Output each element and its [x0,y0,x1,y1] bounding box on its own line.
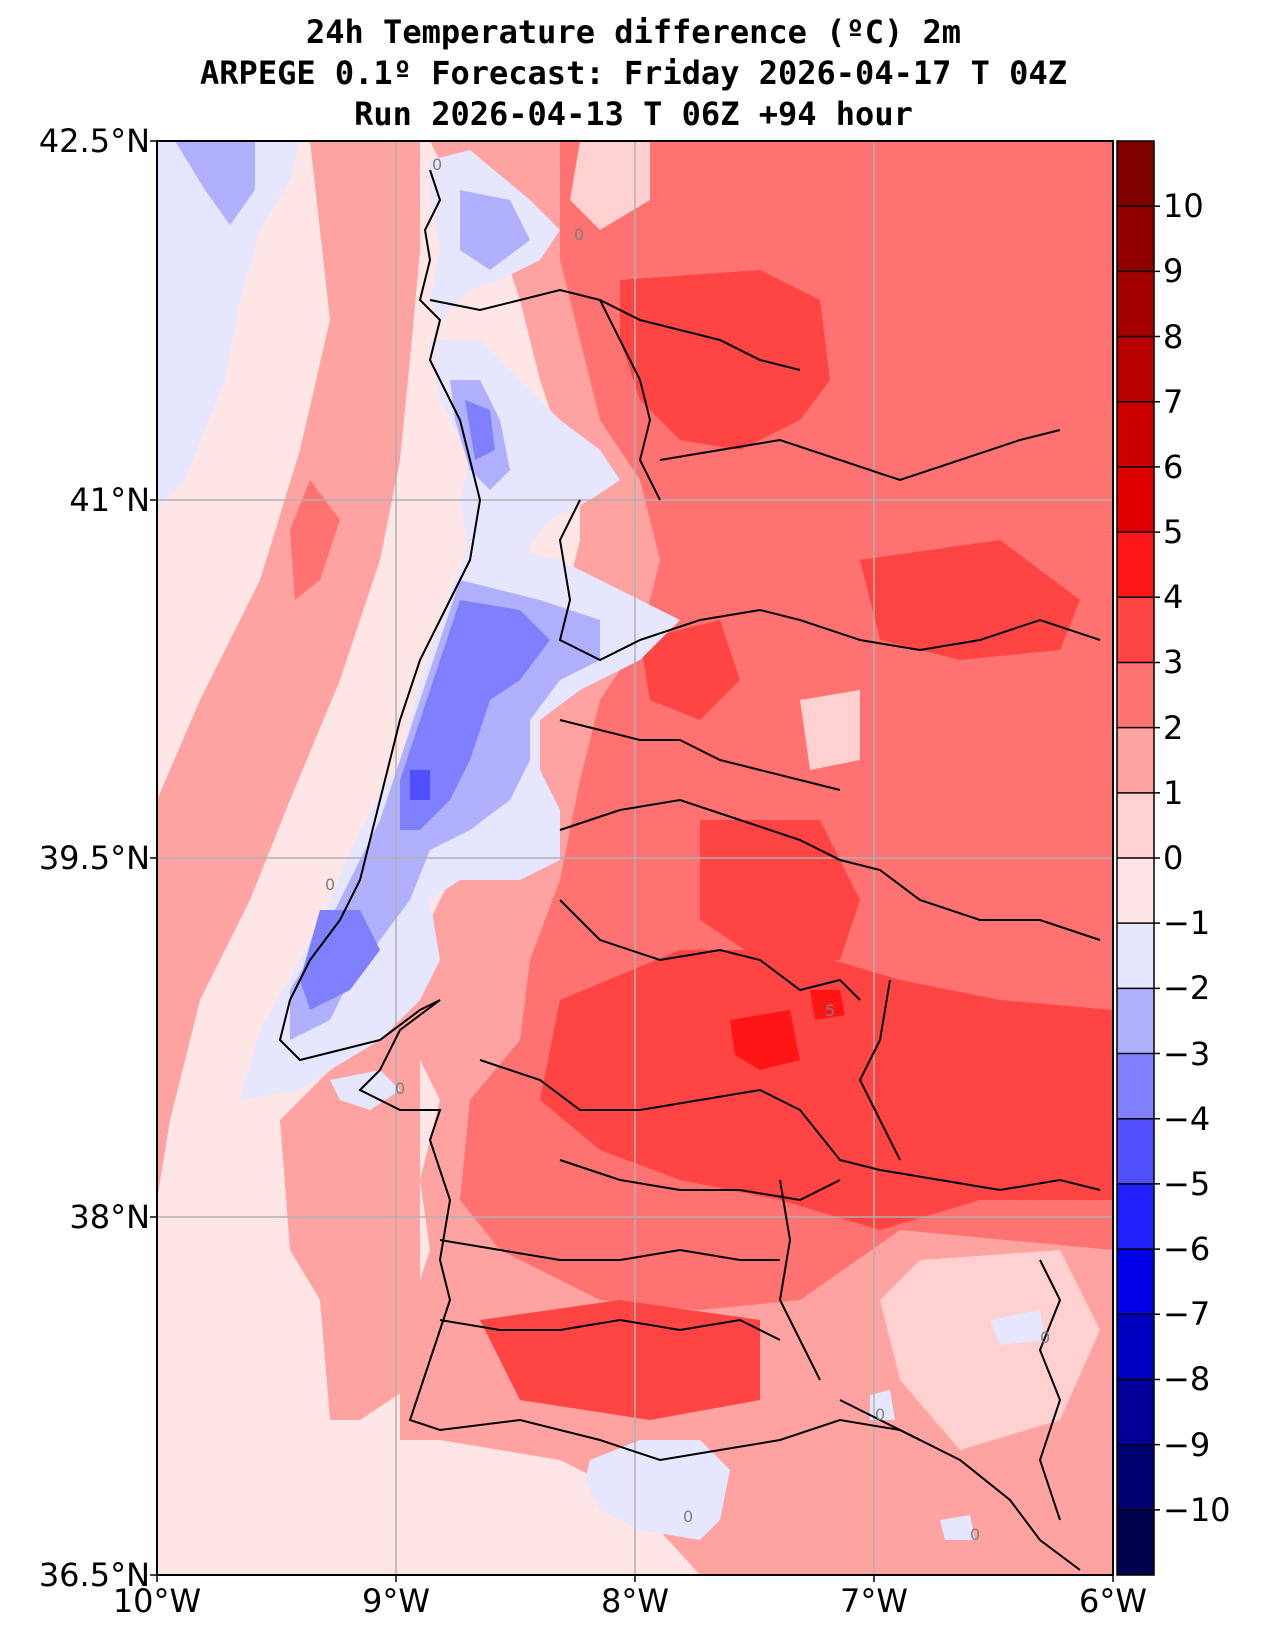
coast-cold-upper [465,400,495,460]
land-hot-central [540,950,1113,1230]
sea-cool-core [175,141,255,225]
chart-title-line1: 24h Temperature difference (ºC) 2m [305,13,962,51]
colorbar-tick-label: −6 [1163,1230,1211,1269]
coast-cool-patch [870,1390,895,1420]
lat-tick-label: 36.5°N [38,1556,150,1594]
lat-tick-label: 38°N [69,1198,150,1236]
colorbar-segment [1117,1509,1154,1576]
coastlines-borders [278,169,1101,1571]
coast-cool-patch-2 [940,1515,975,1540]
colorbar-tick-label: 0 [1163,839,1184,877]
contour-label: 0 [325,875,335,894]
colorbar-segment [1117,1314,1154,1380]
colorbar-segment [1117,271,1154,338]
colorbar-tick-label: −2 [1163,969,1211,1008]
contour-label: 0 [1040,1328,1050,1347]
colorbar-segment [1117,662,1154,729]
colorbar-segment [1117,597,1154,663]
colorbar-segment [1117,1379,1154,1446]
colorbar-segment [1117,858,1154,924]
colorbar-tick-label: 10 [1163,187,1204,226]
coast-cool-north-core [460,190,530,270]
colorbar-tick-label: 2 [1163,708,1184,747]
chart-title-line3: Run 2026-04-13 T 06Z +94 hour [354,95,913,133]
lat-tick-label: 42.5°N [38,122,150,160]
land-light-patch [570,141,650,230]
colorbar-segment [1117,727,1154,794]
land-hot-patch [640,620,740,720]
grid-lines [157,141,1113,1575]
colorbar-tick-label: 5 [1163,513,1184,552]
land-hot-ne [860,540,1080,660]
coast-colder-spot [410,770,430,800]
colorbar-segment [1117,923,1154,989]
colorbar-tick-label: −1 [1163,904,1211,943]
sea-warm-spot [290,480,340,600]
colorbar-segment [1117,141,1154,207]
colorbar-tick-label: −4 [1163,1099,1211,1138]
coast-cold-central [400,600,550,830]
colorbar-tick-label: 9 [1163,252,1184,291]
colorbar-segment [1117,792,1154,859]
lat-tick-label: 39.5°N [38,839,150,877]
colorbar-tick-label: −8 [1163,1360,1211,1399]
colorbar-segment [1117,401,1154,468]
contour-label: 0 [970,1525,980,1544]
land-hot-east [700,820,860,960]
colorbar-tick-label: 1 [1163,773,1184,812]
colorbar-tick-label: −3 [1163,1034,1211,1073]
colorbar-segment [1117,988,1154,1055]
coast-cool-east [990,1310,1045,1345]
land-light-se [880,1250,1100,1450]
land-max-spot-2 [810,990,845,1020]
colorbar-segment [1117,1183,1154,1250]
colorbar-segment [1117,466,1154,533]
colorbar-ticks [1117,205,1160,1511]
colorbar-tick-label: 6 [1163,447,1184,486]
contour-label: 0 [432,155,442,174]
lon-tick-label: 7°W [840,1582,908,1620]
contour-label: 0 [875,1405,885,1424]
contour-label: 0 [574,225,584,244]
colorbar-segment [1117,1444,1154,1511]
axis-ticks [150,140,1114,1582]
land-warm-se [880,1450,1050,1575]
colorbar-segment [1117,1249,1154,1315]
colorbar-segment [1117,206,1154,272]
colorbar-segment [1117,1053,1154,1120]
colorbar-tick-label: 4 [1163,578,1184,617]
lon-tick-label: 10°W [112,1582,202,1620]
chart-title-line2: ARPEGE 0.1º Forecast: Friday 2026-04-17 … [200,54,1067,92]
colorbar-tick-label: 3 [1163,643,1184,682]
colorbar-tick-label: −5 [1163,1164,1211,1203]
colorbar-tick-label: 8 [1163,317,1184,356]
colorbar-tick-label: 7 [1163,382,1184,421]
lon-tick-label: 6°W [1079,1582,1147,1620]
coast-cool-lisbon [330,1070,400,1110]
colorbar-segment [1117,336,1154,403]
colorbar-tick-label: −9 [1163,1425,1211,1464]
contour-labels: 0 0 0 0 0 0 5 0 0 [325,155,1050,1544]
colorbar-tick-label: −7 [1163,1295,1211,1334]
colorbar-segment [1117,1118,1154,1185]
land-hot-north [620,270,830,450]
land-max-spot [730,1010,800,1070]
coast-cool-algarve [585,1440,730,1540]
coast-cold-south [300,910,380,1010]
colorbar [1117,141,1154,1576]
lon-tick-label: 9°W [362,1582,430,1620]
contour-label: 5 [825,1001,835,1020]
lat-tick-label: 41°N [69,481,150,519]
sea-warm-band [157,141,420,1200]
colorbar-tick-label: −10 [1163,1490,1231,1529]
contour-label: 0 [395,1079,405,1098]
lon-tick-label: 8°W [601,1582,669,1620]
contour-label: 0 [683,1507,693,1526]
colorbar-segment [1117,532,1154,598]
land-light-patch-2 [800,690,860,770]
sea-cool-region [157,141,300,510]
